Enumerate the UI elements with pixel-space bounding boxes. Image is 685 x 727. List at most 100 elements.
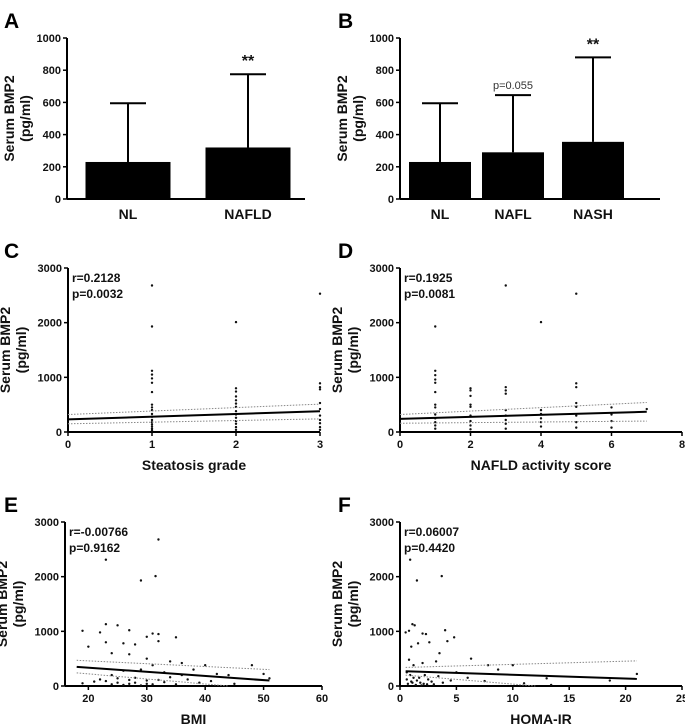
data-point: [318, 422, 322, 425]
data-point: [434, 660, 438, 663]
x-tick-label: 5: [453, 693, 459, 705]
y-axis-label-unit: (pg/ml): [17, 95, 33, 142]
data-point: [575, 292, 578, 295]
category-label: NASH: [573, 206, 613, 222]
data-point: [466, 676, 469, 679]
y-axis-label-unit: (pg/ml): [345, 581, 361, 628]
data-point: [318, 401, 322, 405]
x-axis-label: BMI: [181, 711, 207, 727]
data-point: [150, 284, 154, 287]
data-point: [128, 682, 131, 686]
y-tick-label: 200: [43, 162, 61, 174]
data-point: [133, 643, 137, 646]
data-point: [539, 320, 543, 324]
x-tick-label: 6: [608, 439, 614, 451]
data-point: [549, 683, 553, 687]
x-tick-label: 0: [397, 439, 403, 451]
ci-upper-line: [76, 659, 270, 671]
data-point: [469, 424, 472, 427]
data-point: [234, 399, 238, 402]
r-value: r=0.2128: [72, 271, 121, 285]
data-point: [575, 385, 578, 389]
data-point: [150, 418, 154, 422]
data-point: [412, 664, 415, 667]
data-point: [423, 673, 427, 677]
data-point: [318, 428, 322, 432]
y-tick-label: 200: [376, 162, 394, 174]
data-point: [234, 395, 238, 398]
data-point: [434, 424, 437, 427]
x-tick-label: 1: [149, 439, 155, 451]
x-tick-label: 0: [397, 693, 403, 705]
data-point: [427, 678, 430, 681]
data-point: [150, 425, 154, 428]
data-point: [150, 429, 154, 432]
x-tick-label: 3: [317, 439, 323, 451]
data-point: [496, 668, 500, 671]
data-point: [434, 413, 437, 416]
x-tick-label: 20: [619, 693, 631, 705]
category-label: NL: [119, 206, 138, 222]
data-point: [539, 417, 543, 420]
data-point: [186, 678, 189, 681]
category-label: NAFL: [494, 206, 532, 222]
data-point: [150, 373, 154, 376]
data-point: [234, 390, 238, 393]
data-point: [575, 382, 578, 385]
data-point: [81, 629, 84, 632]
data-point: [575, 426, 578, 429]
y-tick-label: 800: [43, 65, 61, 77]
data-point: [504, 284, 507, 287]
data-point: [318, 388, 322, 391]
data-point: [434, 406, 437, 409]
data-point: [145, 635, 148, 638]
y-axis-label: Serum BMP2: [334, 75, 350, 162]
p-value: p=0.4420: [404, 541, 455, 555]
data-point: [430, 680, 433, 683]
data-point: [441, 681, 445, 684]
data-point: [411, 681, 414, 684]
data-point: [151, 683, 154, 686]
y-tick-label: 800: [376, 65, 394, 77]
panel-letter: F: [338, 494, 351, 517]
ci-lower-line: [399, 420, 647, 424]
data-point: [151, 664, 154, 667]
data-point: [421, 661, 424, 665]
data-point: [421, 632, 424, 635]
data-point: [262, 672, 265, 676]
data-point: [150, 427, 154, 430]
data-point: [469, 419, 472, 423]
data-point: [116, 624, 119, 627]
bar-nafl: [482, 152, 544, 199]
data-point: [434, 381, 437, 384]
data-point: [157, 639, 160, 643]
ci-lower-line: [76, 672, 229, 687]
regression-line: [67, 410, 321, 421]
data-point: [150, 403, 154, 406]
x-tick-label: 2: [467, 439, 473, 451]
data-point: [434, 373, 437, 377]
data-point: [469, 389, 472, 392]
y-tick-label: 0: [53, 681, 59, 693]
data-point: [469, 387, 472, 390]
x-axis-label: NAFLD activity score: [471, 457, 612, 473]
panel-letter: C: [4, 240, 19, 263]
p-value: p=0.0032: [72, 287, 123, 301]
data-point: [438, 652, 441, 655]
data-point: [192, 668, 195, 671]
data-point: [539, 425, 543, 428]
y-tick-label: 0: [55, 194, 61, 206]
data-point: [446, 639, 449, 643]
y-tick-label: 2000: [370, 318, 394, 330]
data-point: [610, 406, 613, 409]
data-point: [424, 632, 428, 636]
data-point: [575, 420, 578, 424]
data-point: [411, 623, 414, 626]
panel-e: E 0 1000 2000 3000 Serum BMP2(pg/ml) 20 30 40 50 6…: [0, 494, 328, 727]
p-value: p=0.0081: [404, 287, 455, 301]
data-point: [122, 642, 125, 645]
panel-d: D 0 1000 2000 3000 Serum BMP2 (pg/ml) 0 2 4 6 8 NAFL…: [329, 240, 685, 473]
panel-a: A 0 200 400 600 800 1000 Serum BMP2 (pg/ml) NL NAF…: [1, 10, 305, 222]
data-point: [437, 674, 440, 678]
